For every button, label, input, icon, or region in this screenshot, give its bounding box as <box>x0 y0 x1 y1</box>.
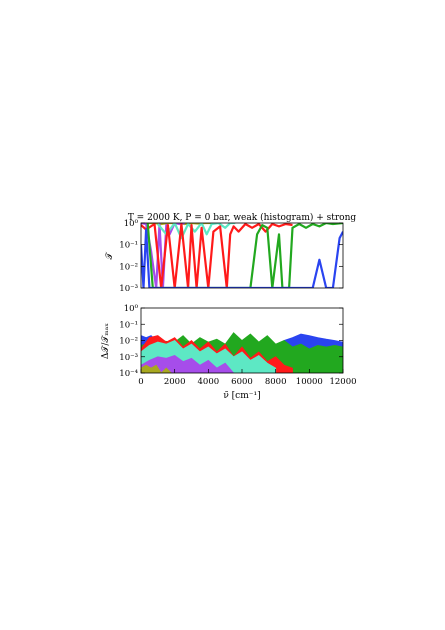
top-y-axis-label: 𝒯 <box>105 251 115 259</box>
series-line-red <box>141 223 293 288</box>
x-tick-label: 12000 <box>329 377 356 387</box>
top-y-axis: 10⁰ 10⁻¹ 10⁻² 10⁻³ <box>119 219 343 294</box>
series-line-aquamarine <box>156 223 236 240</box>
chart-title: T = 2000 K, P = 0 bar, weak (histogram) … <box>128 212 357 223</box>
series-line-green <box>146 223 343 288</box>
y-tick-label: 10⁰ <box>124 219 139 229</box>
x-tick-label: 4000 <box>198 377 220 387</box>
x-tick-label: 2000 <box>164 377 186 387</box>
bottom-y-axis-label: Δ𝒯/𝒯ₘₐₓ <box>101 323 111 359</box>
top-plot-frame <box>140 222 344 289</box>
x-axis-label: ν̃ [cm⁻¹] <box>223 390 260 401</box>
x-tick-label: 0 <box>138 377 143 387</box>
y-tick-label: 10⁻² <box>119 262 138 272</box>
y-tick-label: 10⁻² <box>119 337 138 347</box>
y-tick-label: 10⁻¹ <box>119 241 138 251</box>
bottom-panel: 10⁰ 10⁻¹ 10⁻² 10⁻³ 10⁻⁴ 0 2000 4000 6000 8000 100… <box>101 304 357 401</box>
series-area-olive <box>141 364 172 373</box>
y-tick-label: 10⁻³ <box>119 353 138 363</box>
bottom-x-axis: 0 2000 4000 6000 8000 10000 12000 <box>138 369 357 387</box>
top-panel: 10⁰ 10⁻¹ 10⁻² 10⁻³ 𝒯 <box>105 219 344 294</box>
series-line-blue <box>141 228 343 288</box>
top-series-group <box>141 223 343 288</box>
y-tick-label: 10⁻⁴ <box>119 369 138 379</box>
bottom-series-group <box>141 332 343 373</box>
x-tick-label: 8000 <box>265 377 287 387</box>
y-tick-label: 10⁻¹ <box>119 320 138 330</box>
x-tick-label: 10000 <box>296 377 323 387</box>
y-tick-label: 10⁰ <box>124 304 139 314</box>
x-tick-label: 6000 <box>231 377 253 387</box>
bottom-y-axis: 10⁰ 10⁻¹ 10⁻² 10⁻³ 10⁻⁴ <box>119 304 343 379</box>
y-tick-label: 10⁻³ <box>119 284 138 294</box>
series-area-purple <box>141 355 235 373</box>
